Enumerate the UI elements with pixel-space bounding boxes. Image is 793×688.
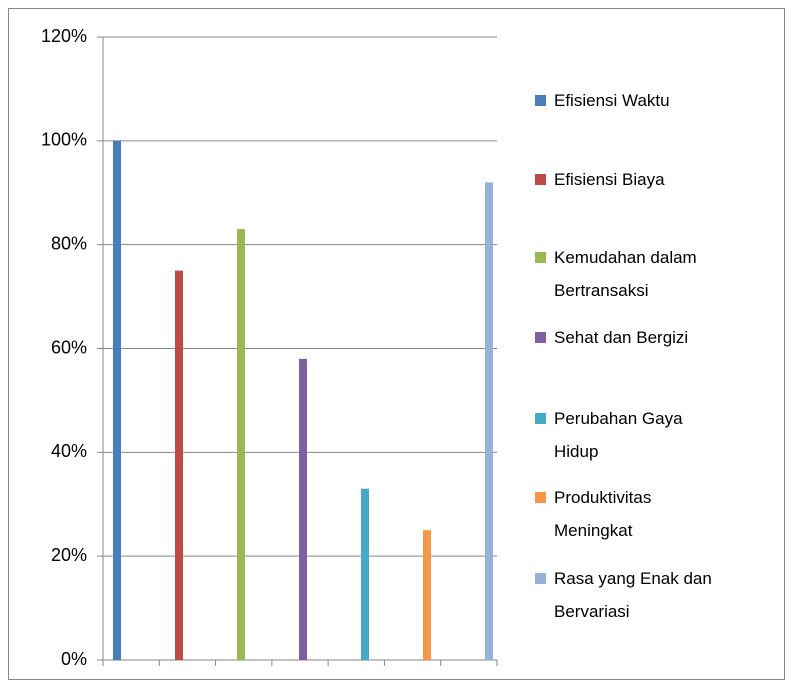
chart-border <box>8 8 785 680</box>
bar <box>175 270 183 660</box>
bar <box>113 140 121 661</box>
legend-label: Sehat dan Bergizi <box>554 328 689 347</box>
legend-item: Sehat dan Bergizi <box>535 321 716 354</box>
legend-swatch <box>535 252 546 263</box>
legend-item: Produktivitas Meningkat <box>535 481 716 547</box>
legend-label: Efisiensi Biaya <box>554 170 665 189</box>
y-tick-label: 120% <box>41 26 87 46</box>
legend-label: Rasa yang Enak dan Bervariasi <box>554 569 712 621</box>
bar <box>237 229 245 660</box>
y-tick-label: 80% <box>51 233 87 253</box>
legend-swatch <box>535 332 546 343</box>
legend-label: Kemudahan dalam Bertransaksi <box>554 248 697 300</box>
y-tick-label: 100% <box>41 130 87 150</box>
legend-label: Efisiensi Waktu <box>554 91 670 110</box>
legend-item: Efisiensi Biaya <box>535 163 716 196</box>
y-tick-label: 0% <box>61 649 87 669</box>
y-tick-label: 40% <box>51 441 87 461</box>
legend-swatch <box>535 413 546 424</box>
y-tick-label: 60% <box>51 337 87 357</box>
bar <box>423 530 431 660</box>
legend-swatch <box>535 95 546 106</box>
legend-label: Produktivitas Meningkat <box>554 488 652 540</box>
legend-swatch <box>535 174 546 185</box>
bar <box>299 358 307 660</box>
bar <box>361 488 369 660</box>
legend-label: Perubahan Gaya Hidup <box>554 409 683 461</box>
legend-item: Efisiensi Waktu <box>535 84 716 117</box>
bar <box>485 182 493 660</box>
legend-item: Kemudahan dalam Bertransaksi <box>535 241 716 307</box>
legend-swatch <box>535 492 546 503</box>
legend-item: Perubahan Gaya Hidup <box>535 402 716 468</box>
y-tick-label: 20% <box>51 545 87 565</box>
legend-item: Rasa yang Enak dan Bervariasi <box>535 562 716 628</box>
legend-swatch <box>535 573 546 584</box>
